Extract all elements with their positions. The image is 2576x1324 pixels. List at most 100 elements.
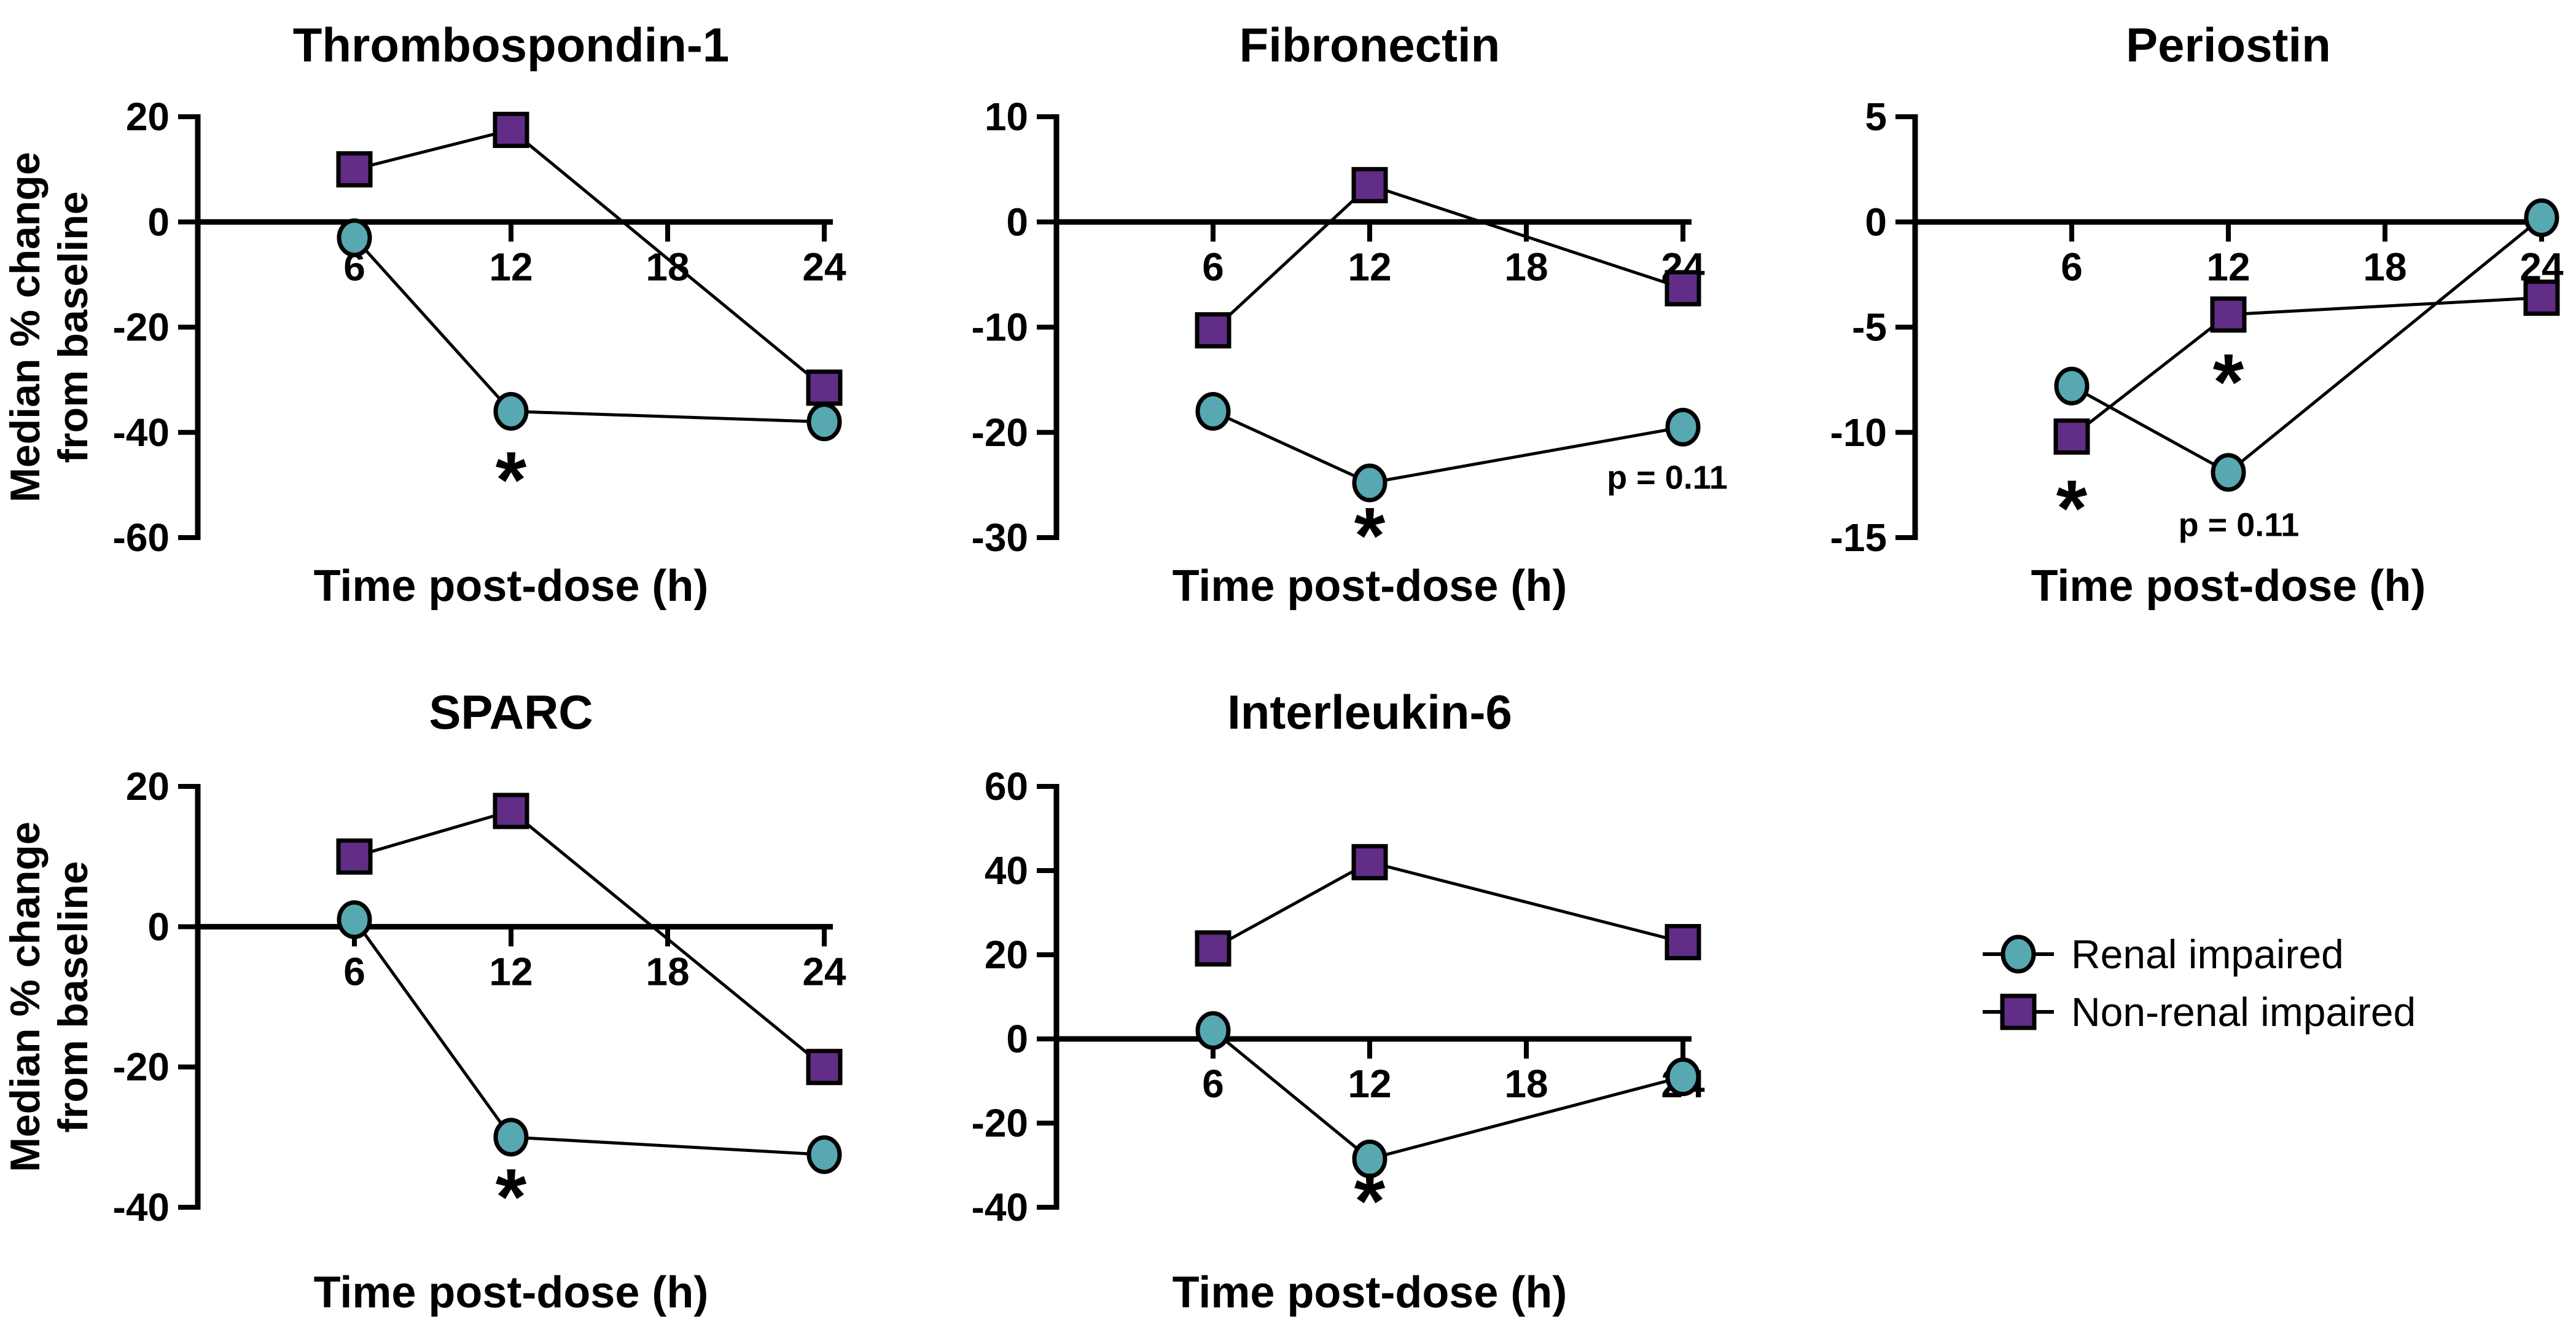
chart-svg: SPARC 20 0 -20 -40 6 12 18 24 Median % change from… <box>2 685 846 1317</box>
data-point-circle-renal-impaired-6h <box>2054 366 2090 405</box>
x-axis-label: Time post-dose (h) <box>2031 562 2426 611</box>
x-tick-label: 18 <box>646 245 689 289</box>
x-tick-label: 18 <box>1504 245 1548 289</box>
data-point-circle-renal-impaired-24h <box>806 402 842 442</box>
data-point-circle-renal-impaired-6h <box>337 900 372 939</box>
x-tick-label: 6 <box>1202 245 1224 289</box>
legend-square-marker <box>2000 993 2037 1030</box>
chart-title: Periostin <box>2126 18 2331 72</box>
chart-title: Fibronectin <box>1239 18 1501 72</box>
data-point-circle-renal-impaired-12h <box>2211 453 2246 492</box>
data-point-square-non-renal-impaired-12h <box>493 111 529 148</box>
x-tick-label: 6 <box>1202 1062 1224 1106</box>
series-line-non-renal-impaired <box>354 809 825 1068</box>
x-tick-label: 12 <box>1348 1062 1391 1106</box>
data-point-square-non-renal-impaired-24h <box>806 369 843 406</box>
data-point-square-non-renal-impaired-24h <box>1665 923 1701 960</box>
significance-star: * <box>1354 1156 1386 1246</box>
y-tick-label: -15 <box>1830 515 1887 560</box>
legend-item-label: Non-renal impaired <box>2071 989 2416 1035</box>
figure-legend: Renal impaired Non-renal impaired <box>1717 670 2576 1324</box>
chart-title: SPARC <box>429 685 593 739</box>
data-point-circle-renal-impaired-12h <box>1352 463 1388 503</box>
y-tick-label: 20 <box>126 764 170 809</box>
y-tick-label: 20 <box>985 933 1028 977</box>
x-axis-label: Time post-dose (h) <box>314 562 709 611</box>
legend-item-label: Renal impaired <box>2071 931 2344 977</box>
series-line-renal-impaired <box>1212 1029 1684 1161</box>
significance-star: * <box>2056 463 2088 553</box>
x-tick-label: 12 <box>1348 245 1391 289</box>
x-tick-label: 24 <box>802 949 846 993</box>
x-tick-label: 6 <box>343 949 365 993</box>
data-point-square-non-renal-impaired-24h <box>1665 270 1701 307</box>
data-point-square-non-renal-impaired-24h <box>806 1049 843 1086</box>
y-tick-label: 0 <box>1006 1017 1028 1061</box>
chart-title: Interleukin-6 <box>1227 685 1512 739</box>
x-tick-label: 12 <box>489 949 533 993</box>
y-tick-label: 0 <box>1865 200 1887 244</box>
data-point-circle-renal-impaired-12h <box>1352 1139 1388 1178</box>
series-line-non-renal-impaired <box>2071 296 2542 438</box>
data-point-square-non-renal-impaired-6h <box>336 151 373 188</box>
chart-thrombospondin-1: Thrombospondin-1 20 0 -20 -40 -60 6 12 18 24 Media… <box>0 0 859 670</box>
data-point-circle-renal-impaired-24h <box>1665 1057 1701 1097</box>
y-tick-label: 10 <box>985 95 1028 139</box>
p-value-label: p = 0.11 <box>2179 506 2300 543</box>
data-point-circle-renal-impaired-24h <box>1665 407 1701 447</box>
data-point-square-non-renal-impaired-12h <box>493 793 529 829</box>
y-tick-label: -20 <box>113 1045 170 1089</box>
y-tick-label: -20 <box>972 410 1029 455</box>
y-axis-label-line: from baseline <box>50 861 96 1132</box>
data-point-circle-renal-impaired-6h <box>1195 1011 1231 1050</box>
series-line-non-renal-impaired <box>354 128 825 389</box>
data-point-square-non-renal-impaired-6h <box>1195 312 1231 349</box>
data-point-circle-renal-impaired-6h <box>1195 392 1231 431</box>
y-tick-label: -40 <box>972 1185 1029 1229</box>
data-point-circle-renal-impaired-6h <box>337 218 372 257</box>
x-tick-label: 18 <box>1504 1062 1548 1106</box>
data-point-circle-renal-impaired-24h <box>2524 198 2559 237</box>
y-tick-label: 5 <box>1865 95 1887 139</box>
x-tick-label: 18 <box>2363 245 2406 289</box>
x-tick-label: 12 <box>2206 245 2250 289</box>
p-value-label: p = 0.11 <box>1607 459 1728 496</box>
series-line-non-renal-impaired <box>1212 860 1684 950</box>
y-tick-label: -5 <box>1852 305 1887 350</box>
y-tick-label: 0 <box>147 200 170 244</box>
data-point-square-non-renal-impaired-6h <box>336 838 373 875</box>
x-axis-label: Time post-dose (h) <box>314 1268 709 1317</box>
series-line-non-renal-impaired <box>1212 183 1684 332</box>
y-tick-label: -40 <box>113 1185 170 1229</box>
legend-item-renal-impaired: Renal impaired <box>1983 931 2344 977</box>
y-tick-label: -60 <box>113 515 170 560</box>
y-tick-label: -20 <box>113 305 170 350</box>
legend-svg: Renal impaired Non-renal impaired <box>1983 931 2416 1035</box>
significance-star: * <box>496 1152 527 1242</box>
series-line-renal-impaired <box>353 919 825 1156</box>
x-tick-label: 12 <box>489 245 533 289</box>
y-tick-label: -40 <box>113 410 170 455</box>
data-point-square-non-renal-impaired-12h <box>1351 166 1388 203</box>
y-axis-label-line: Median % change <box>2 152 49 503</box>
y-tick-label: 0 <box>147 904 170 949</box>
legend-item-non-renal-impaired: Non-renal impaired <box>1983 989 2416 1035</box>
chart-periostin: Periostin 5 0 -5 -10 -15 6 12 18 24 Time post-dose… <box>1717 0 2576 670</box>
significance-star: * <box>496 435 527 525</box>
y-axis-label-line: from baseline <box>50 191 96 463</box>
x-tick-label: 6 <box>2061 245 2083 289</box>
chart-sparc: SPARC 20 0 -20 -40 6 12 18 24 Median % change from… <box>0 670 859 1324</box>
series-line-renal-impaired <box>2071 216 2543 474</box>
data-point-circle-renal-impaired-12h <box>493 392 529 431</box>
legend-circle-marker <box>2000 934 2036 974</box>
data-point-square-non-renal-impaired-24h <box>2523 280 2560 316</box>
y-tick-label: -10 <box>972 305 1029 350</box>
data-point-square-non-renal-impaired-12h <box>1351 844 1388 880</box>
y-tick-label: -20 <box>972 1101 1029 1145</box>
x-tick-label: 24 <box>802 245 846 289</box>
